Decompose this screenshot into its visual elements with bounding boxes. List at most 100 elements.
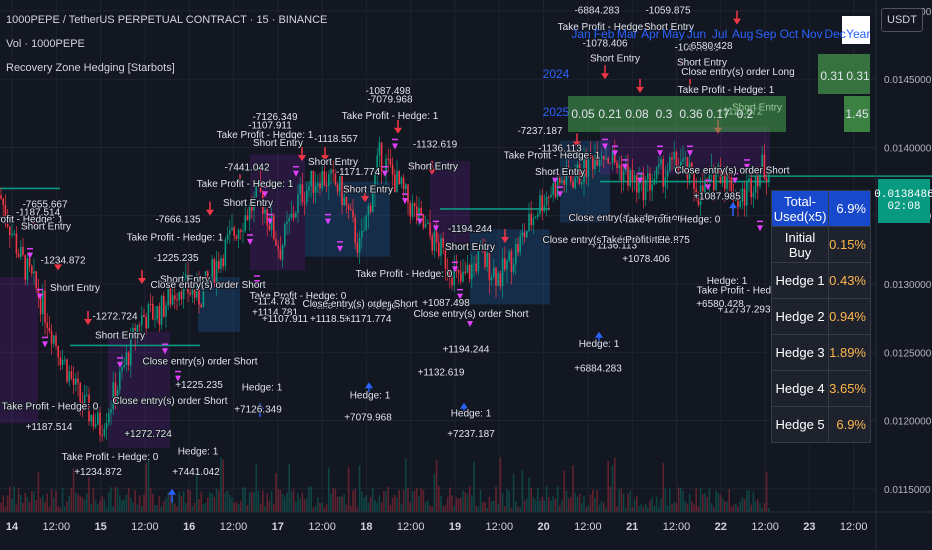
candle-body [39, 297, 42, 315]
volume-bar [638, 506, 640, 512]
volume-bar [171, 497, 174, 512]
volume-bar [660, 498, 662, 512]
trade-label: -6884.283 [574, 6, 619, 17]
volume-bar [713, 507, 715, 512]
candle-body [339, 174, 341, 192]
trade-label: -1194.244 [448, 224, 493, 235]
candle-body [86, 394, 88, 396]
volume-bar [477, 506, 480, 512]
volume-bar [605, 507, 607, 512]
candle-body [440, 238, 442, 256]
volume-bar [189, 490, 191, 512]
volume-bar [193, 502, 196, 512]
candles [0, 136, 770, 442]
candle-body [97, 412, 99, 425]
candle-body [290, 213, 293, 218]
entry-pin-arrow [267, 218, 273, 225]
volume-bar [0, 502, 2, 512]
volume-bar [319, 502, 321, 512]
candle-body [20, 246, 22, 257]
candle-body [640, 174, 642, 181]
volume-bar [400, 503, 403, 512]
candle-body [647, 173, 649, 180]
volume-bar [543, 500, 546, 512]
candle-body [693, 171, 695, 189]
volume-bars [0, 457, 770, 512]
volume-bar [365, 495, 367, 512]
trade-label: -6580.428 [687, 41, 732, 52]
time-axis: 14 12:00 15 12:00 16 12:00 17 12:00 18 12:00 19 12:… [0, 511, 932, 533]
volume-bar [103, 499, 106, 512]
volume-bar [363, 497, 365, 512]
volume-bar [636, 495, 638, 512]
candle-body [409, 203, 411, 217]
short-entry-flag [680, 57, 686, 66]
season-cell-value: 0.3 [656, 107, 673, 121]
trade-label: Close entry(s) order Short [302, 299, 417, 310]
volume-bar [66, 501, 68, 512]
volume-bar [378, 495, 381, 512]
candle-body [578, 164, 581, 185]
season-month-header: Nov [801, 27, 822, 41]
candle-body [451, 277, 453, 286]
trade-label: Short Entry [677, 58, 727, 69]
volume-bar [167, 491, 169, 512]
volume-bar [240, 500, 242, 512]
short-entry-flag [256, 138, 262, 147]
volume-bar [145, 463, 147, 512]
trade-label: +7237.187 [447, 429, 495, 440]
symbol-title[interactable]: 1000PEPE / TetherUS PERPETUAL CONTRACT ·… [6, 14, 328, 26]
volume-bar [259, 503, 262, 512]
volume-bar [321, 502, 323, 512]
candle-body [446, 268, 449, 272]
volume-bar [501, 492, 504, 512]
candle-body [328, 174, 330, 187]
currency-button[interactable]: USDT [881, 8, 923, 32]
candle-body [229, 229, 231, 235]
volume-bar [398, 489, 400, 512]
volume-bar [717, 492, 719, 512]
candle-body [596, 154, 598, 166]
candle-body [541, 195, 543, 212]
candle-body [512, 264, 515, 272]
volume-bar [211, 493, 213, 512]
candle-body [26, 258, 29, 280]
candle-body [486, 253, 488, 268]
season-year-total-2025 [844, 96, 870, 132]
trade-label: +1107.911 [262, 314, 309, 325]
candle-body [598, 158, 601, 166]
candle-body [554, 183, 557, 198]
volume-bar [323, 507, 326, 512]
volume-bar [42, 495, 44, 512]
candle-body [138, 324, 141, 326]
candle-body [482, 246, 484, 252]
volume-bar [119, 495, 121, 512]
short-entry-flag [448, 241, 454, 250]
volume-bar [655, 496, 658, 512]
candle-body [277, 245, 279, 250]
candle-body [488, 253, 491, 281]
candle-body [724, 175, 726, 189]
volume-bar [462, 490, 464, 512]
candle-body [121, 367, 123, 372]
trade-label: Close entry(s) order Long [681, 67, 794, 78]
candle-body [697, 197, 700, 205]
trade-label: Hedge: 1 [178, 447, 219, 458]
candle-body [717, 165, 719, 175]
candle-body [297, 194, 299, 213]
candle-body [255, 186, 257, 197]
volume-bar [702, 494, 704, 512]
volume-bar [264, 505, 266, 512]
volume-indicator-label[interactable]: Vol · 1000PEPE [6, 38, 85, 50]
candle-body [537, 213, 539, 217]
volume-bar [273, 504, 275, 512]
volume-bar [708, 488, 711, 512]
volume-bar [20, 494, 22, 512]
candle-body [644, 179, 647, 201]
candle-body [473, 263, 475, 265]
volume-bar [435, 459, 438, 512]
candle-body [559, 177, 561, 183]
strategy-indicator-label[interactable]: Recovery Zone Hedging [Starbots] [6, 62, 175, 74]
candle-body [275, 239, 277, 246]
